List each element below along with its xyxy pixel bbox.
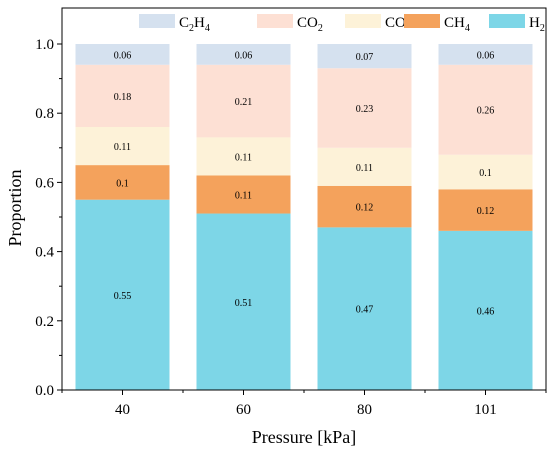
legend-item-ch4: CH4	[404, 14, 470, 34]
data-label-h2-40: 0.55	[114, 291, 132, 302]
x-tick-label: 40	[115, 402, 130, 418]
bar-c2h4-80	[317, 44, 412, 69]
data-label-co-101: 0.1	[479, 168, 492, 179]
data-label-h2-80: 0.47	[356, 305, 374, 316]
y-axis: 0.0 0.2 0.4 0.6 0.8 1.0	[35, 37, 62, 399]
data-label-c2h4-80: 0.07	[356, 52, 374, 63]
legend-swatch	[257, 14, 293, 28]
x-tick-label: 60	[236, 402, 251, 418]
data-label-co2-80: 0.23	[356, 104, 374, 115]
legend: C2H4 CO2 CO CH4 H2	[139, 14, 545, 34]
x-axis-title: Pressure [kPa]	[252, 427, 356, 447]
x-tick-label: 80	[357, 402, 372, 418]
bar-co2-80	[317, 68, 412, 148]
bar-c2h4-60	[196, 44, 291, 65]
bars	[75, 44, 533, 390]
legend-swatch	[404, 14, 440, 28]
legend-label: C2H4	[179, 15, 210, 34]
data-label-c2h4-101: 0.06	[477, 50, 495, 61]
data-label-co-80: 0.11	[356, 163, 373, 174]
y-tick-label: 0.6	[35, 175, 54, 191]
data-labels: 0.55 0.51 0.47 0.46 0.1 0.11 0.12 0.12 0.11 0.11 0…	[114, 50, 495, 317]
data-label-co-40: 0.11	[114, 142, 131, 153]
data-label-h2-101: 0.46	[477, 306, 495, 317]
data-label-co2-60: 0.21	[235, 97, 253, 108]
bar-h2-101	[438, 230, 533, 390]
plot-area: 0.550.510.47 0.460.10.110.12 0.120.110.110…	[35, 7, 547, 418]
data-label-co2-101: 0.26	[477, 106, 495, 117]
legend-label: CO2	[297, 15, 323, 34]
y-axis-title: Proportion	[5, 169, 25, 246]
data-label-ch4-60: 0.11	[235, 191, 252, 202]
bar-co-40	[75, 127, 170, 166]
y-tick-label: 0.8	[35, 106, 54, 122]
y-tick-label: 1.0	[35, 37, 54, 53]
x-tick-label: 101	[474, 402, 497, 418]
legend-item-co: CO	[345, 14, 406, 31]
data-label-h2-60: 0.51	[235, 298, 253, 309]
legend-swatch	[489, 14, 525, 28]
bar-co2-60	[196, 64, 291, 138]
bar-co-60	[196, 137, 291, 176]
x-axis: 40 60 80 101	[61, 390, 547, 418]
bar-c2h4-40	[75, 44, 170, 65]
data-label-ch4-101: 0.12	[477, 206, 495, 217]
legend-item-co2: CO2	[257, 14, 323, 34]
data-label-ch4-40: 0.1	[116, 178, 129, 189]
y-tick-label: 0.0	[35, 383, 54, 399]
bar-co2-40	[75, 64, 170, 128]
data-label-c2h4-40: 0.06	[114, 50, 132, 61]
legend-swatch	[345, 14, 381, 28]
bar-ch4-40	[75, 165, 170, 200]
legend-label: CO	[385, 15, 406, 31]
y-tick-label: 0.4	[35, 245, 54, 261]
bar-co-101	[438, 154, 533, 190]
bar-h2-60	[196, 213, 291, 390]
legend-swatch	[139, 14, 175, 28]
legend-label: CH4	[444, 15, 470, 34]
bar-c2h4-101	[438, 44, 533, 65]
bar-co2-101	[438, 64, 533, 155]
bar-ch4-60	[196, 175, 291, 214]
legend-label: H2	[529, 15, 545, 34]
bar-ch4-101	[438, 189, 533, 231]
data-label-co-60: 0.11	[235, 152, 252, 163]
data-label-ch4-80: 0.12	[356, 203, 374, 214]
legend-item-h2: H2	[489, 14, 545, 34]
bar-co-80	[317, 147, 412, 186]
bar-h2-80	[317, 227, 412, 390]
legend-item-c2h4: C2H4	[139, 14, 210, 34]
y-tick-label: 0.2	[35, 314, 54, 330]
data-label-c2h4-60: 0.06	[235, 50, 253, 61]
bar-h2-40	[75, 199, 170, 390]
bar-ch4-80	[317, 185, 412, 228]
data-label-co2-40: 0.18	[114, 92, 132, 103]
